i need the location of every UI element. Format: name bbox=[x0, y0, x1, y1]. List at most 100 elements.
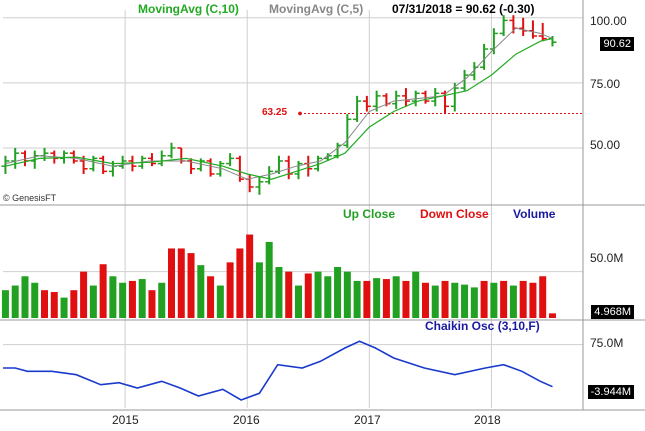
volume-bar bbox=[412, 271, 420, 318]
price-bar bbox=[196, 158, 205, 172]
volume-bar bbox=[60, 297, 68, 318]
volume-bar bbox=[402, 280, 410, 318]
volume-bar bbox=[99, 264, 107, 318]
volume-bar bbox=[441, 280, 449, 318]
volume-bar bbox=[451, 282, 459, 318]
volume-tick-50m: 50.0M bbox=[590, 251, 624, 265]
volume-bar bbox=[138, 279, 146, 318]
volume-bar bbox=[343, 271, 351, 318]
volume-bar bbox=[11, 285, 19, 318]
volume-bar bbox=[548, 313, 556, 318]
volume-bar bbox=[31, 282, 39, 318]
volume-bar bbox=[382, 279, 390, 318]
volume-bar bbox=[246, 234, 254, 318]
volume-bar bbox=[216, 285, 224, 318]
volume-bar bbox=[187, 253, 195, 318]
volume-bar bbox=[529, 282, 537, 318]
volume-bar bbox=[304, 273, 312, 318]
price-bar bbox=[255, 176, 264, 195]
price-bar bbox=[499, 15, 508, 37]
ma10-line bbox=[5, 38, 553, 180]
price-bar bbox=[450, 82, 459, 112]
volume-bar bbox=[314, 271, 322, 318]
osc-last-label: -3.944M bbox=[587, 385, 634, 399]
price-bar bbox=[470, 62, 479, 81]
volume-bar bbox=[197, 265, 205, 318]
price-bar bbox=[519, 17, 528, 37]
price-tick-100: 100.00 bbox=[590, 14, 627, 28]
price-bar bbox=[99, 155, 108, 174]
volume-bar bbox=[128, 280, 136, 318]
volume-bar bbox=[324, 276, 332, 318]
volume-bar bbox=[41, 290, 49, 318]
volume-bars bbox=[1, 234, 556, 318]
price-bar bbox=[40, 147, 49, 161]
volume-bar bbox=[119, 282, 127, 318]
volume-bar bbox=[480, 280, 488, 318]
volume-bar bbox=[363, 280, 371, 318]
volume-bar bbox=[255, 262, 263, 318]
volume-bar bbox=[461, 284, 469, 318]
price-bar bbox=[235, 155, 244, 182]
volume-bar bbox=[470, 287, 478, 318]
price-tick-75: 75.00 bbox=[590, 77, 621, 91]
volume-bar bbox=[236, 248, 244, 318]
panel-frames bbox=[0, 0, 645, 411]
chaikin-oscillator-line bbox=[3, 340, 553, 401]
price-bar bbox=[401, 88, 410, 107]
volume-bar bbox=[50, 292, 58, 318]
volume-bar bbox=[275, 267, 283, 318]
volume-bar bbox=[265, 241, 273, 318]
volume-bar bbox=[158, 282, 166, 318]
volume-bar bbox=[294, 285, 302, 318]
price-bar bbox=[157, 150, 166, 167]
price-bar bbox=[421, 90, 430, 104]
volume-bar bbox=[373, 278, 381, 318]
x-tick-2018: 2018 bbox=[474, 413, 501, 427]
support-label: 63.25 bbox=[262, 107, 288, 118]
volume-bar bbox=[490, 282, 498, 318]
volume-bar bbox=[519, 280, 527, 318]
price-bars bbox=[1, 15, 557, 195]
volume-bar bbox=[431, 285, 439, 318]
price-bar bbox=[528, 20, 537, 39]
price-bar bbox=[538, 23, 547, 42]
price-bar bbox=[187, 158, 196, 174]
volume-bar bbox=[500, 280, 508, 318]
price-bar bbox=[343, 114, 352, 148]
volume-bar bbox=[285, 271, 293, 318]
price-bar bbox=[460, 69, 469, 91]
price-bar bbox=[353, 95, 362, 122]
last-price-label: 90.62 bbox=[600, 37, 634, 51]
price-bar bbox=[480, 43, 489, 70]
ma5-line bbox=[5, 27, 553, 180]
legend-volume: Volume bbox=[513, 207, 556, 221]
copyright-watermark: © GenesisFT bbox=[3, 193, 57, 203]
price-bar bbox=[11, 147, 20, 169]
x-tick-2016: 2016 bbox=[233, 413, 260, 427]
volume-bar bbox=[509, 285, 517, 318]
x-tick-2015: 2015 bbox=[112, 413, 139, 427]
legend-ma10: MovingAvg (C,10) bbox=[138, 2, 239, 16]
volume-bar bbox=[177, 248, 185, 318]
volume-bar bbox=[168, 248, 176, 318]
legend-down-close: Down Close bbox=[420, 207, 489, 221]
volume-last-label: 4.968M bbox=[591, 305, 634, 319]
legend-chaikin: Chaikin Osc (3,10,F) bbox=[425, 319, 540, 333]
price-bar bbox=[167, 142, 176, 159]
volume-bar bbox=[226, 262, 234, 318]
support-dot bbox=[298, 111, 302, 116]
volume-bar bbox=[109, 276, 117, 318]
price-tick-50: 50.00 bbox=[590, 138, 621, 152]
volume-bar bbox=[70, 290, 78, 318]
volume-bar bbox=[334, 267, 342, 318]
osc-tick-75m: 75.0M bbox=[590, 336, 624, 350]
price-bar bbox=[265, 166, 274, 185]
price-bar bbox=[89, 155, 98, 172]
volume-bar bbox=[148, 290, 156, 318]
legend-ma5: MovingAvg (C,5) bbox=[269, 2, 364, 16]
volume-bar bbox=[392, 276, 400, 318]
volume-bar bbox=[539, 276, 547, 318]
price-bar bbox=[206, 158, 215, 177]
price-bar bbox=[1, 155, 10, 174]
